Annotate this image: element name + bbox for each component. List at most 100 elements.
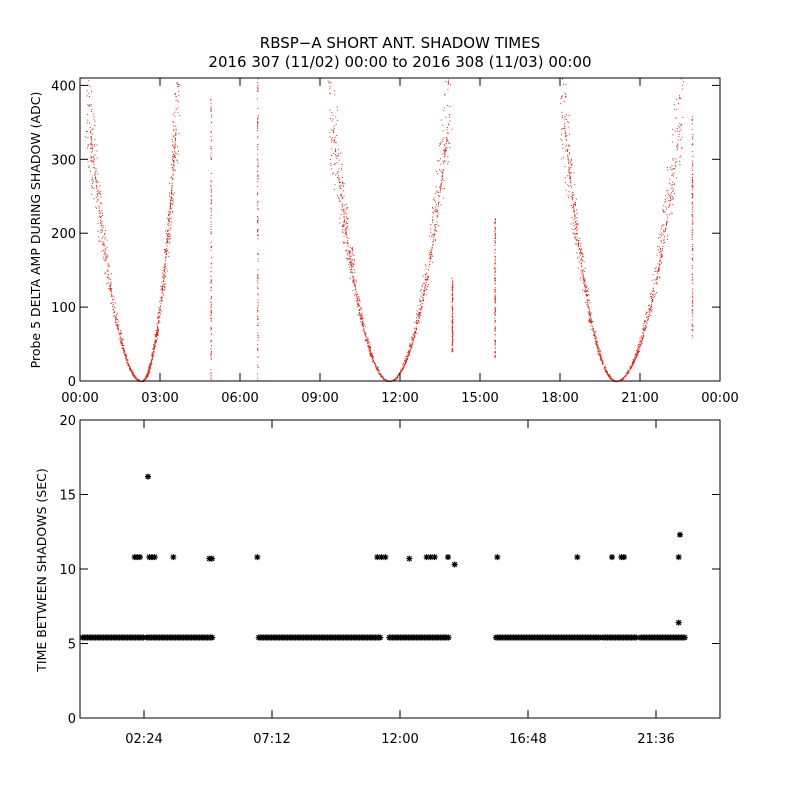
top-data-point — [589, 313, 591, 315]
top-data-point — [411, 339, 413, 341]
top-data-point — [154, 341, 156, 343]
top-data-point — [423, 290, 424, 292]
top-data-point — [158, 315, 160, 317]
top-data-point — [671, 175, 673, 176]
top-data-point — [100, 232, 102, 233]
top-data-point — [593, 333, 595, 335]
top-data-point — [125, 357, 127, 359]
top-data-point — [162, 294, 164, 296]
top-data-point — [168, 229, 170, 231]
top-streak-point — [691, 215, 693, 217]
top-data-point — [352, 275, 354, 277]
top-data-point — [665, 227, 667, 229]
top-data-point — [637, 349, 639, 351]
top-data-point — [643, 322, 645, 324]
top-streak-point — [494, 334, 496, 336]
top-data-point — [581, 270, 583, 272]
top-data-point — [447, 79, 449, 81]
top-streak-point — [691, 236, 693, 238]
top-data-point — [347, 245, 349, 247]
top-data-point — [581, 273, 583, 275]
top-data-point — [381, 376, 382, 378]
top-data-point — [425, 272, 427, 274]
top-data-point — [567, 160, 569, 162]
top-data-point — [589, 315, 591, 317]
top-data-point — [643, 335, 644, 337]
top-data-point — [656, 279, 658, 281]
top-streak-point — [210, 369, 212, 371]
bottom-data-marker — [574, 554, 581, 561]
top-data-point — [564, 123, 565, 125]
top-data-point — [153, 350, 155, 352]
top-streak-point — [451, 350, 453, 352]
top-data-point — [659, 260, 661, 262]
top-data-point — [580, 269, 582, 271]
top-data-point — [447, 105, 449, 106]
top-data-point — [152, 352, 154, 354]
top-data-point — [663, 240, 665, 241]
top-data-point — [671, 187, 673, 189]
top-data-point — [115, 316, 117, 318]
top-data-point — [589, 320, 591, 322]
top-streak-point — [692, 299, 694, 301]
top-data-point — [334, 163, 336, 165]
top-data-point — [90, 137, 92, 139]
top-data-point — [346, 233, 347, 235]
top-data-point — [341, 169, 343, 171]
top-data-point — [442, 153, 444, 155]
top-data-point — [649, 304, 650, 306]
top-data-point — [423, 290, 425, 292]
top-data-point — [113, 296, 115, 298]
top-data-point — [168, 219, 170, 220]
top-data-point — [679, 156, 681, 158]
top-data-point — [566, 140, 567, 141]
top-data-point — [169, 213, 171, 215]
top-data-point — [666, 221, 668, 223]
top-data-point — [654, 279, 656, 281]
top-data-point — [589, 311, 591, 313]
top-streak-point — [257, 217, 259, 219]
top-data-point — [432, 255, 434, 257]
top-data-point — [365, 340, 367, 342]
top-data-point — [449, 147, 451, 148]
top-data-point — [623, 376, 625, 377]
top-data-point — [406, 359, 408, 360]
top-data-point — [149, 367, 150, 369]
top-data-point — [359, 321, 361, 323]
top-data-point — [447, 89, 449, 91]
top-data-point — [562, 147, 564, 149]
top-data-point — [344, 204, 346, 206]
top-streak-point — [691, 177, 693, 179]
top-data-point — [603, 366, 605, 368]
top-data-point — [330, 159, 331, 161]
top-data-point — [362, 330, 364, 331]
top-data-point — [588, 294, 590, 296]
top-data-point — [573, 208, 575, 210]
top-streak-point — [210, 358, 212, 360]
top-data-point — [345, 231, 347, 233]
top-data-point — [429, 235, 430, 237]
top-streak-point — [256, 137, 258, 139]
top-data-point — [177, 153, 179, 155]
top-data-point — [176, 159, 178, 161]
top-data-point — [576, 209, 578, 211]
top-data-point — [157, 331, 158, 333]
top-data-point — [114, 315, 116, 317]
top-data-point — [372, 358, 374, 360]
top-streak-point — [257, 162, 259, 164]
top-data-point — [436, 221, 438, 223]
top-data-point — [155, 329, 157, 331]
top-data-point — [668, 204, 670, 206]
top-data-point — [663, 224, 665, 226]
top-streak-point — [210, 326, 212, 328]
top-data-point — [437, 215, 438, 217]
top-data-point — [343, 183, 345, 185]
top-data-point — [581, 257, 582, 259]
top-data-point — [435, 186, 437, 188]
top-data-point — [334, 137, 336, 139]
top-data-point — [163, 266, 165, 268]
top-data-point — [441, 182, 443, 184]
top-data-point — [651, 310, 652, 312]
top-streak-point — [210, 246, 212, 248]
top-data-point — [595, 342, 597, 344]
